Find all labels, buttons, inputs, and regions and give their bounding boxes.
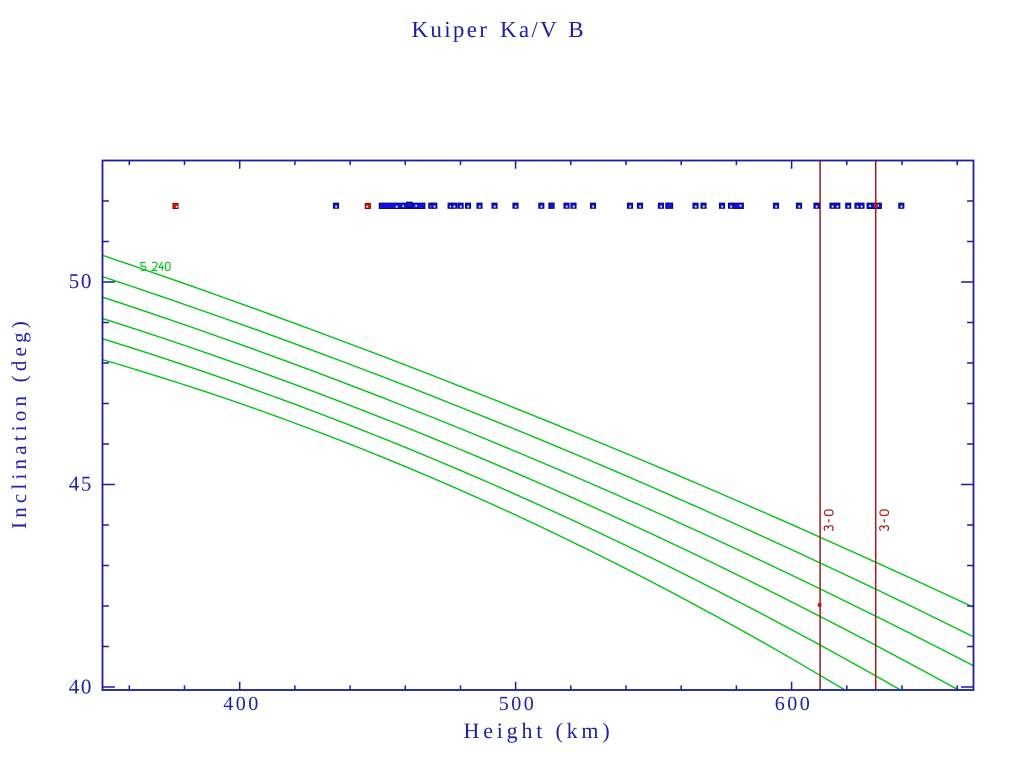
svg-text:Ka/V: Ka/V — [500, 17, 559, 42]
svg-text:Inclination (deg): Inclination (deg) — [7, 317, 31, 529]
svg-text:50: 50 — [69, 269, 93, 293]
svg-text:500: 500 — [499, 693, 537, 715]
svg-text:Height (km): Height (km) — [464, 718, 614, 743]
svg-text:Kuiper: Kuiper — [412, 17, 490, 42]
svg-text:B: B — [568, 17, 586, 42]
svg-text:400: 400 — [223, 693, 261, 715]
svg-text:40: 40 — [69, 675, 93, 699]
svg-text:600: 600 — [775, 693, 813, 715]
svg-text:45: 45 — [69, 472, 93, 496]
